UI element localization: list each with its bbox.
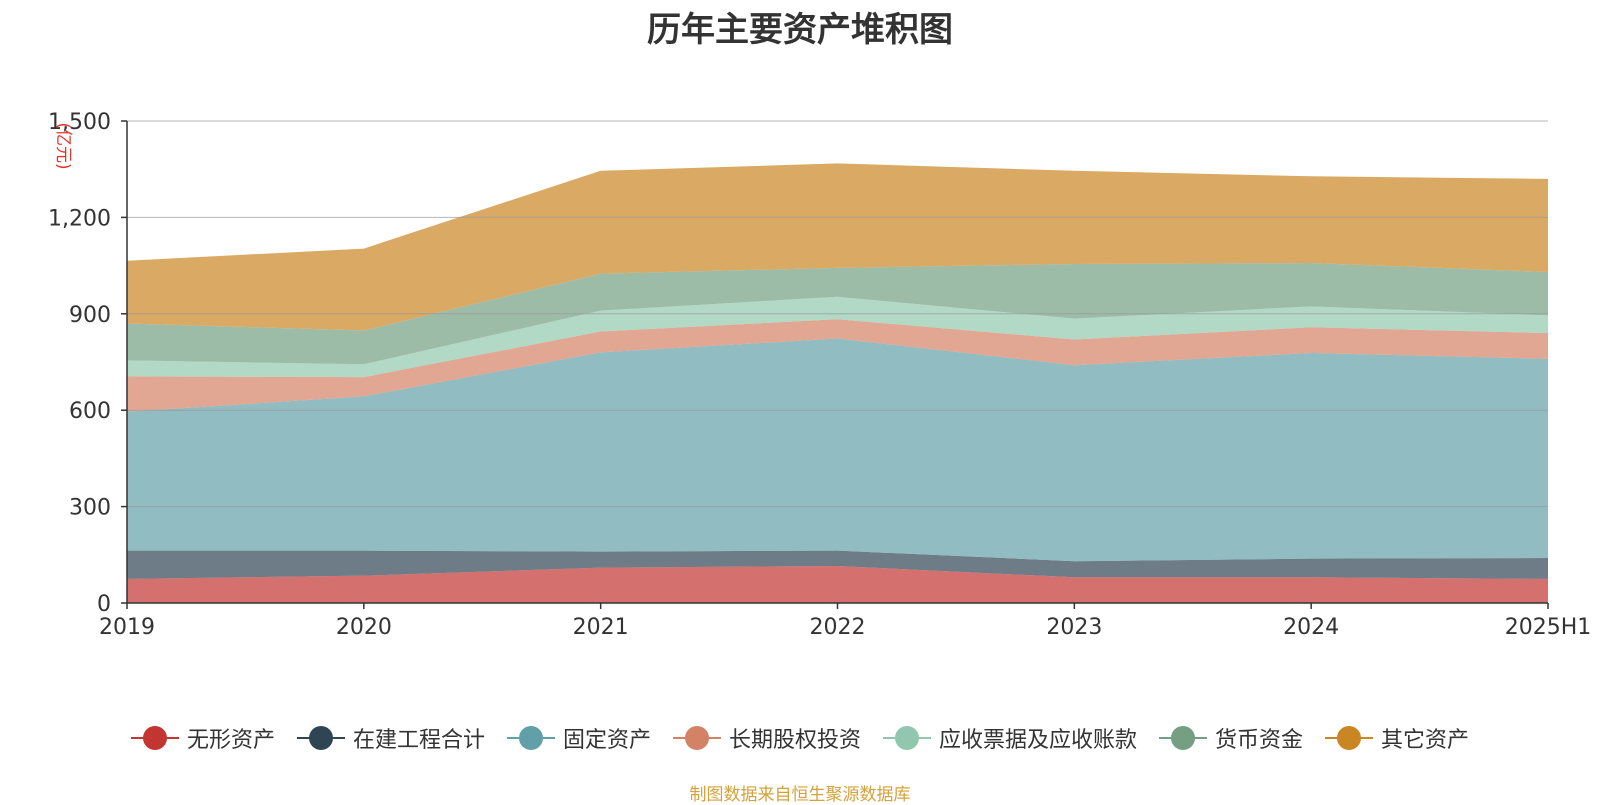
y-tick-label: 600 [69,399,111,424]
legend-label: 应收票据及应收账款 [939,728,1138,753]
legend-item[interactable]: 其它资产 [1325,722,1469,754]
legend-marker-icon [1159,726,1208,750]
chart-legend: 无形资产 在建工程合计 固定资产 长期股权投资 应收票据及应收账款 货币资金 其它资产 [0,722,1600,754]
legend-label: 在建工程合计 [352,728,485,753]
x-tick-label: 2022 [810,615,866,640]
y-tick-label: 900 [69,303,111,328]
x-tick-label: 2023 [1046,615,1102,640]
stacked-area-chart: 0 300 600 900 1,200 1,500 2019 2020 2021 2022 2023… [48,110,1592,640]
legend-label: 其它资产 [1381,728,1470,753]
legend-item[interactable]: 应收票据及应收账款 [883,722,1137,754]
x-tick-label: 2025H1 [1505,615,1592,640]
area-series-3 [127,319,1548,412]
legend-item[interactable]: 无形资产 [130,722,275,754]
x-tick-label: 2020 [336,615,392,640]
legend-marker-icon [130,726,179,750]
chart-title: 历年主要资产堆积图 [647,10,953,50]
y-tick-label: 0 [97,592,111,617]
legend-label: 无形资产 [186,728,275,753]
legend-label: 长期股权投资 [728,728,861,753]
legend-item[interactable]: 货币资金 [1159,722,1303,754]
area-series-6 [127,163,1548,331]
legend-marker-icon [506,726,555,750]
legend-item[interactable]: 固定资产 [506,722,651,754]
legend-label: 货币资金 [1215,728,1304,753]
legend-label: 固定资产 [562,728,651,753]
y-axis-unit-label: (亿元) [53,122,73,169]
y-tick-label: 1,200 [48,206,111,231]
area-series-4 [127,296,1548,378]
area-series-5 [127,263,1548,365]
x-tick-label: 2021 [573,615,629,640]
legend-marker-icon [296,726,345,750]
area-series-2 [127,338,1548,562]
x-tick-label: 2024 [1283,615,1339,640]
y-tick-label: 300 [69,496,111,521]
y-tick-label: 1,500 [48,110,111,135]
area-series-1 [127,550,1548,579]
area-series-0 [127,566,1548,603]
legend-marker-icon [672,726,721,750]
legend-item[interactable]: 长期股权投资 [672,722,861,754]
legend-marker-icon [1325,726,1374,750]
data-source-note: 制图数据来自恒生聚源数据库 [689,785,911,805]
legend-marker-icon [883,726,931,750]
x-tick-label: 2019 [99,615,155,640]
legend-item[interactable]: 在建工程合计 [296,722,485,754]
